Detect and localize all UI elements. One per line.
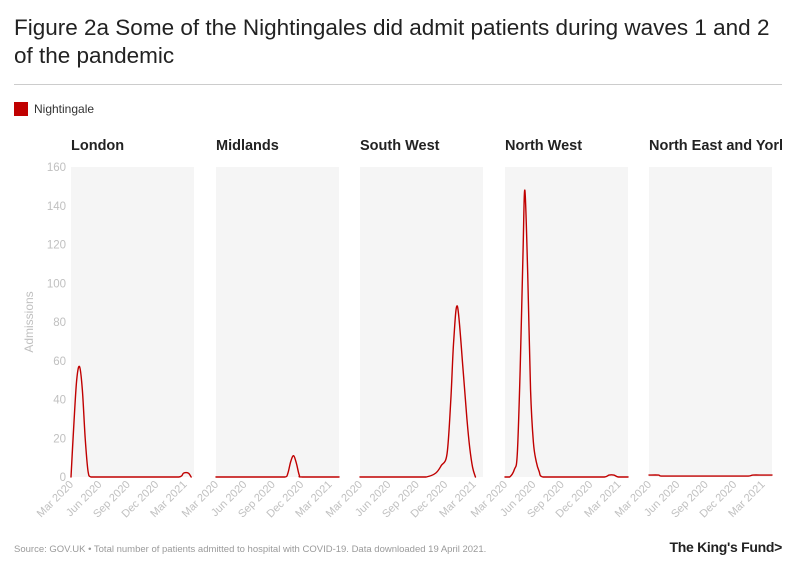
panel-background-south-west bbox=[360, 167, 483, 477]
y-tick-label-100: 100 bbox=[47, 278, 66, 290]
panel-background-midlands bbox=[216, 167, 339, 477]
source-note: Source: GOV.UK • Total number of patient… bbox=[14, 544, 487, 555]
panel-background-london bbox=[71, 167, 194, 477]
y-tick-label-80: 80 bbox=[53, 317, 66, 329]
y-tick-label-120: 120 bbox=[47, 240, 66, 252]
y-tick-label-60: 60 bbox=[53, 356, 66, 368]
series-line-north-east-and-yorkshire bbox=[648, 474, 773, 477]
panel-title-midlands: Midlands bbox=[216, 138, 279, 154]
legend-swatch-nightingale bbox=[14, 102, 28, 116]
y-tick-label-160: 160 bbox=[47, 162, 66, 174]
legend[interactable]: Nightingale bbox=[14, 101, 94, 117]
y-tick-label-140: 140 bbox=[47, 201, 66, 213]
panel-title-south-west: South West bbox=[360, 138, 440, 154]
chart-title: Figure 2a Some of the Nightingales did a… bbox=[14, 15, 770, 68]
legend-label: Nightingale bbox=[34, 102, 95, 116]
y-tick-label-40: 40 bbox=[53, 395, 66, 407]
y-tick-label-20: 20 bbox=[53, 433, 66, 445]
title-divider bbox=[14, 84, 782, 85]
small-multiples-chart: Admissions020406080100120140160LondonMar… bbox=[22, 138, 782, 520]
series-line-london bbox=[70, 365, 192, 478]
series-line-north-west bbox=[504, 189, 629, 478]
y-tick-label-0: 0 bbox=[60, 472, 66, 484]
panel-background-north-east-and-yorkshire bbox=[649, 167, 772, 477]
series-line-midlands bbox=[215, 454, 340, 478]
panel-title-north-east-and-yorkshire: North East and Yorkshire bbox=[649, 138, 782, 154]
panel-title-london: London bbox=[71, 138, 124, 154]
series-line-south-west bbox=[359, 305, 477, 478]
y-axis-label: Admissions bbox=[22, 291, 36, 352]
panel-title-north-west: North West bbox=[505, 138, 582, 154]
kings-fund-logo: The King's Fund> bbox=[669, 539, 783, 555]
